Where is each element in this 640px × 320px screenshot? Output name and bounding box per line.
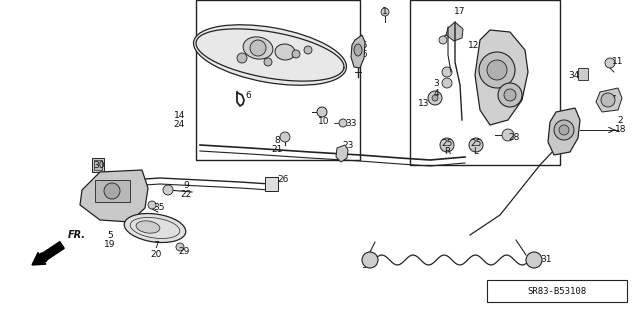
Text: 6: 6 [245,91,251,100]
Text: 32: 32 [362,260,372,269]
Polygon shape [336,145,348,162]
Text: 5
19: 5 19 [104,231,116,249]
Circle shape [362,252,378,268]
Circle shape [317,107,327,117]
Circle shape [601,93,615,107]
Circle shape [339,119,347,127]
Text: 4: 4 [433,90,439,99]
Text: 12: 12 [468,42,479,51]
Circle shape [442,67,452,77]
Ellipse shape [275,44,295,60]
Bar [410,0,560,165]
Circle shape [504,89,516,101]
Bar [444,81,450,85]
Text: 26: 26 [277,175,289,185]
Circle shape [526,252,542,268]
Bar [92,158,104,172]
Ellipse shape [193,25,346,85]
Circle shape [559,125,569,135]
Bar [487,280,627,302]
Text: 2
18: 2 18 [614,116,626,134]
Text: 29: 29 [178,247,189,257]
Circle shape [432,95,438,101]
Circle shape [479,52,515,88]
Ellipse shape [136,221,160,233]
Text: 14
24: 14 24 [173,111,185,129]
Text: 31: 31 [540,255,552,265]
Circle shape [498,83,522,107]
Circle shape [104,183,120,199]
Circle shape [304,46,312,54]
Circle shape [554,120,574,140]
Text: R: R [444,148,450,156]
Bar [578,68,588,80]
Text: 34: 34 [568,70,580,79]
Bar [95,180,130,202]
Text: 1: 1 [382,7,388,17]
Polygon shape [596,88,622,112]
Circle shape [469,138,483,152]
Text: 15
16: 15 16 [357,41,369,59]
Bar [444,70,450,74]
Polygon shape [475,30,528,125]
Text: 10: 10 [318,117,330,126]
Circle shape [502,129,514,141]
Bar [196,0,360,160]
Text: 35: 35 [153,204,164,212]
Text: 3: 3 [433,78,439,87]
Polygon shape [80,170,148,222]
Bar [265,177,278,191]
Polygon shape [351,35,365,68]
Text: 25: 25 [470,139,482,148]
Ellipse shape [124,213,186,243]
Text: L: L [474,148,479,156]
Circle shape [176,243,184,251]
Text: SR83-B53108: SR83-B53108 [527,286,587,295]
Circle shape [487,60,507,80]
Circle shape [250,40,266,56]
Circle shape [605,58,615,68]
Circle shape [439,36,447,44]
Circle shape [440,138,454,152]
Text: 9
22: 9 22 [180,181,192,199]
Text: 28: 28 [508,132,520,141]
Text: 11: 11 [612,58,623,67]
Bar [94,160,102,170]
Text: 13: 13 [417,100,429,108]
Text: 17: 17 [454,7,466,17]
Ellipse shape [354,44,362,56]
Polygon shape [446,22,463,41]
Circle shape [442,78,452,88]
Circle shape [428,91,442,105]
Text: 7
20: 7 20 [150,241,162,259]
Circle shape [280,132,290,142]
Text: 25: 25 [442,139,452,148]
Text: 27: 27 [605,95,616,105]
Text: 8
21: 8 21 [271,136,283,154]
FancyArrow shape [32,242,64,265]
Circle shape [163,185,173,195]
Circle shape [292,50,300,58]
Circle shape [237,53,247,63]
Text: FR.: FR. [68,230,86,240]
Polygon shape [548,108,580,155]
Circle shape [148,201,156,209]
Text: 33: 33 [345,119,356,129]
Text: 30: 30 [93,161,105,170]
Circle shape [381,8,389,16]
Ellipse shape [243,37,273,59]
Text: 23: 23 [342,140,353,149]
Circle shape [264,58,272,66]
